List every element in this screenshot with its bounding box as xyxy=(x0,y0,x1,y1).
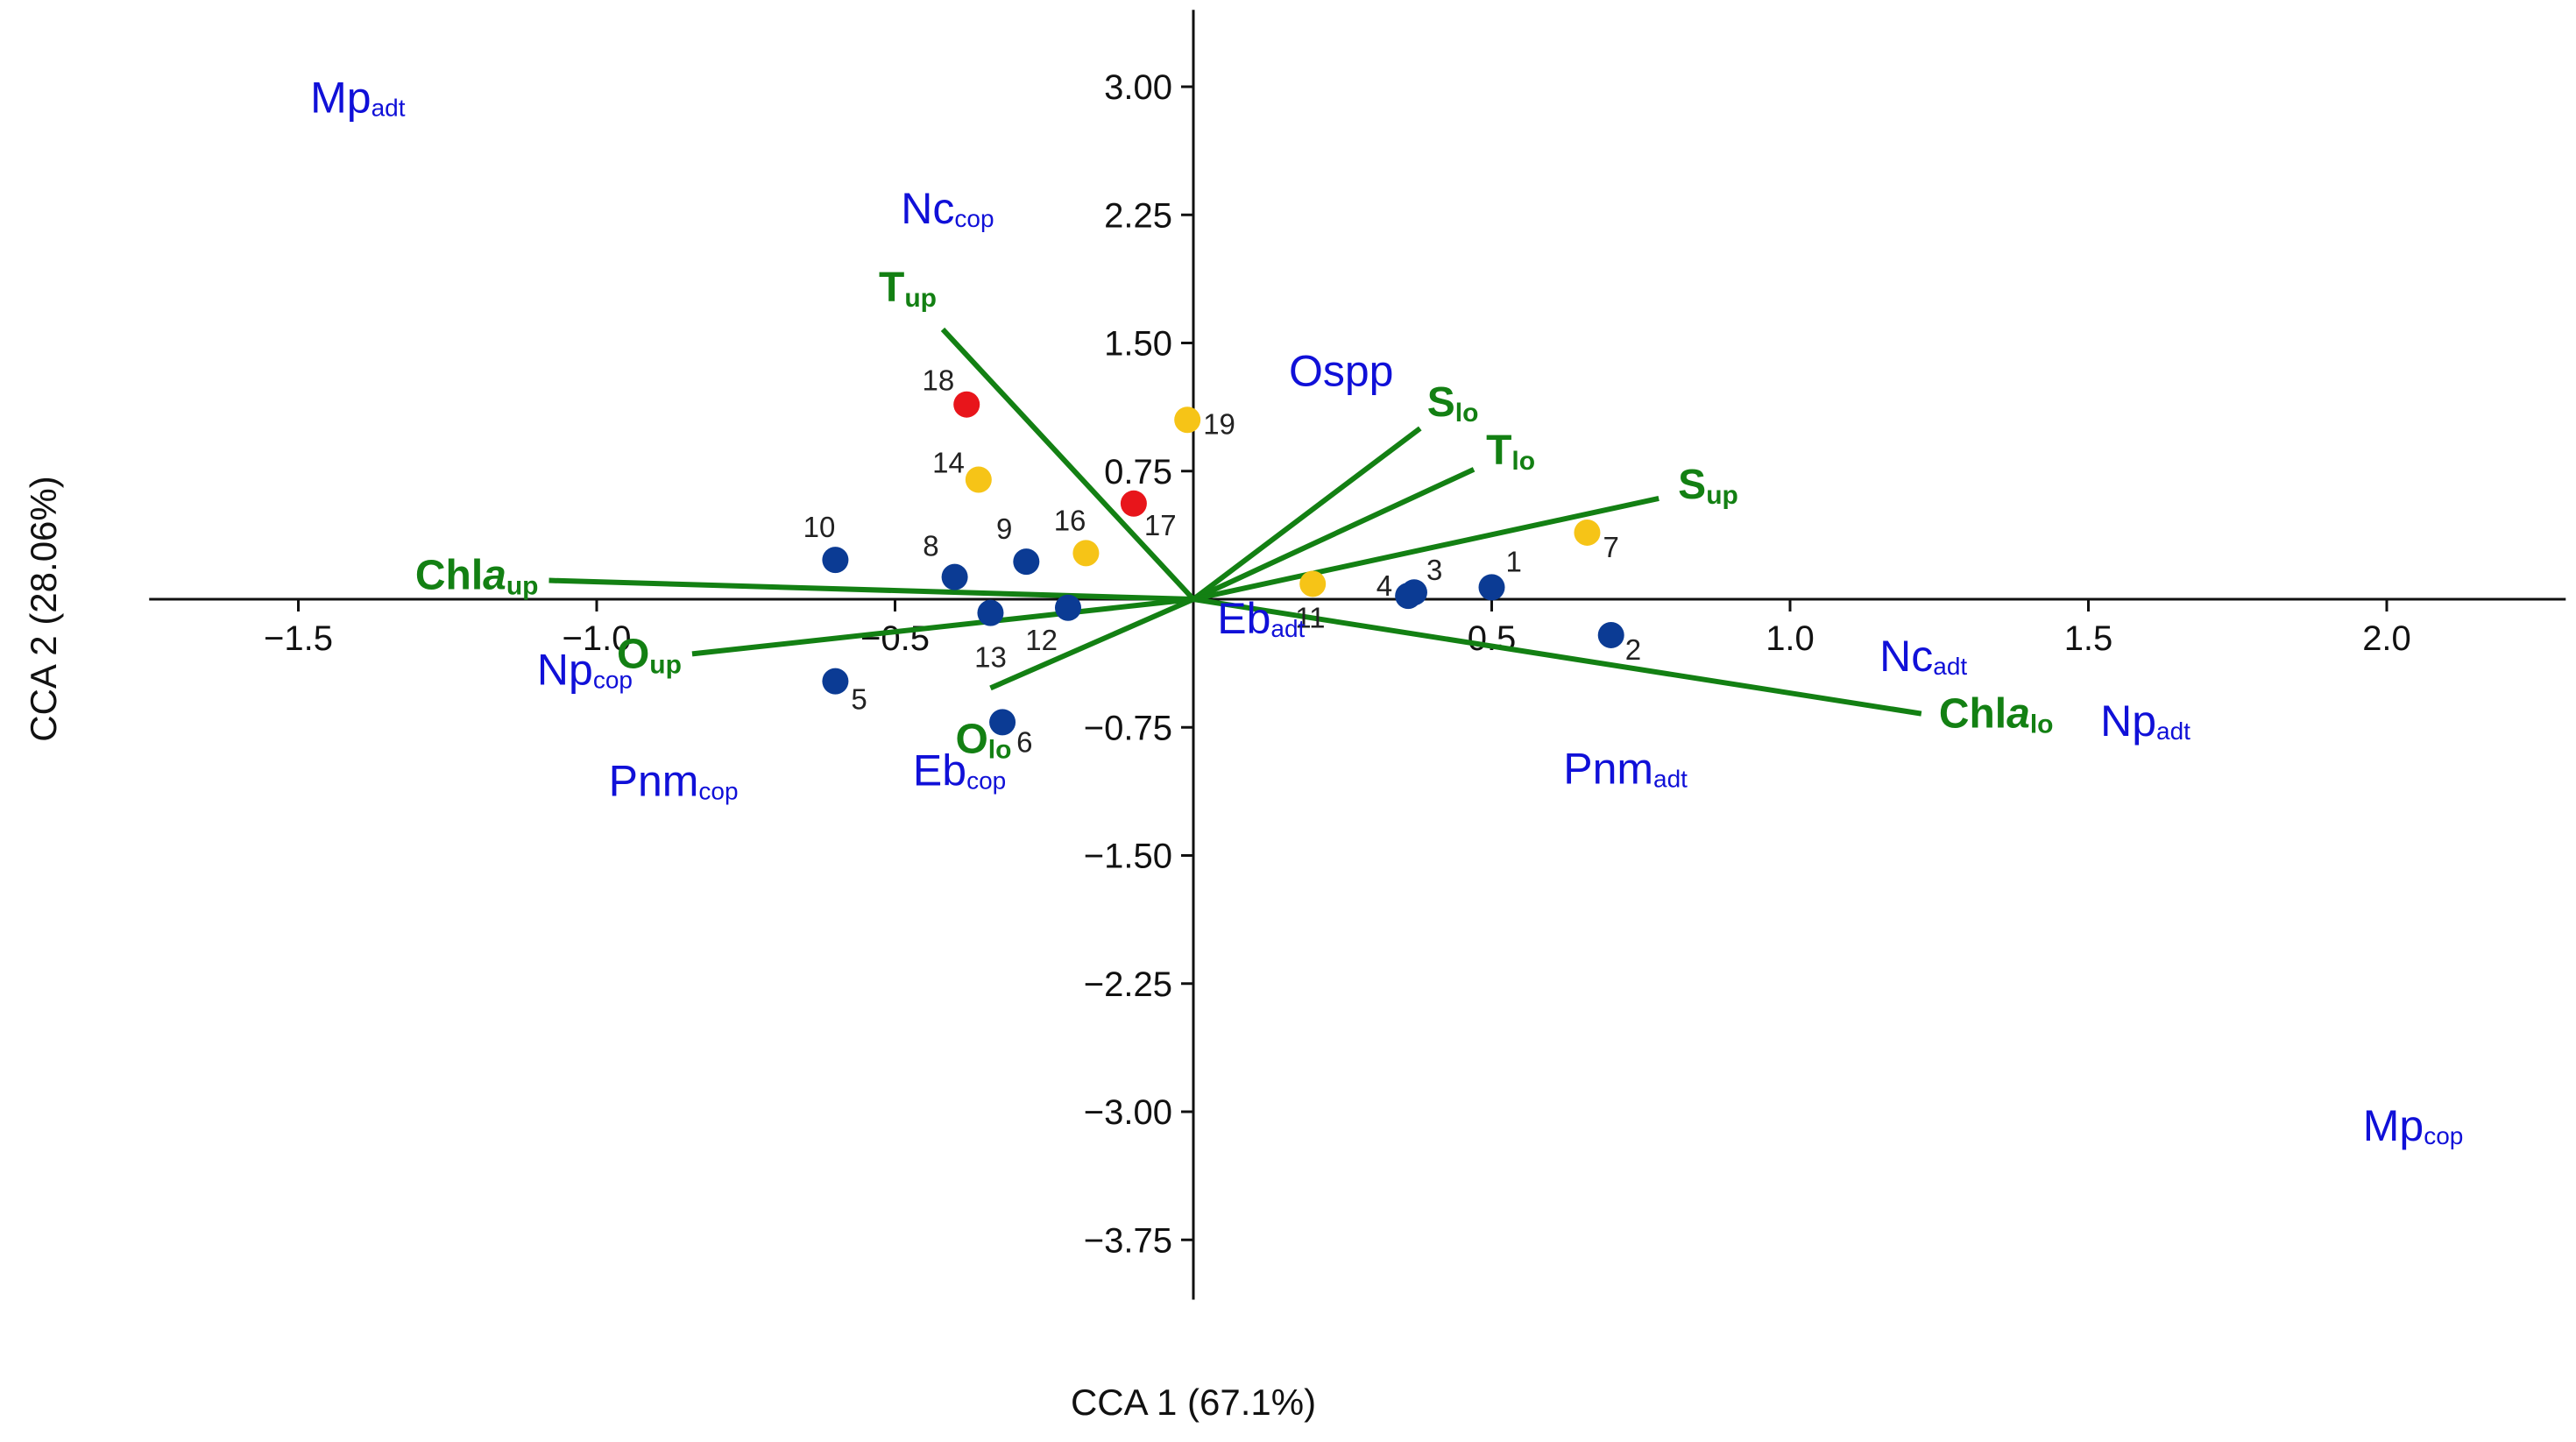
site-label-16: 16 xyxy=(1054,504,1086,536)
species-label-ebcop: Ebcop xyxy=(913,746,1006,795)
species-label-npcop: Npcop xyxy=(537,646,633,695)
species-label-ebadt: Ebadt xyxy=(1217,594,1305,643)
x-tick-label: 0.5 xyxy=(1468,619,1517,658)
site-point-19 xyxy=(1174,406,1201,434)
y-tick-label: −3.00 xyxy=(1084,1093,1172,1132)
env-vector-tlo xyxy=(1192,467,1476,602)
y-axis-title: CCA 2 (28.06%) xyxy=(23,476,64,741)
species-label-pnmadt: Pnmadt xyxy=(1563,745,1688,794)
env-vector-tup xyxy=(940,327,1196,602)
y-tick-label: −2.25 xyxy=(1084,965,1172,1004)
site-label-5: 5 xyxy=(851,683,867,716)
env-vector-slo xyxy=(1192,426,1422,602)
species-label-npadt: Npadt xyxy=(2100,696,2190,746)
x-axis-title: CCA 1 (67.1%) xyxy=(1071,1382,1316,1423)
x-tick-label: −0.5 xyxy=(860,619,930,658)
y-tick-label: 3.00 xyxy=(1104,68,1172,107)
axes: −1.5 −1.0 −0.5 0.5 1.0 1.5 2.0 3.00 2.25 1.50 0.75… xyxy=(149,10,2566,1300)
env-vector-olo xyxy=(989,597,1195,691)
site-point-4 xyxy=(1395,583,1422,610)
site-label-13: 13 xyxy=(974,641,1007,674)
env-label-oup: Oup xyxy=(617,631,682,679)
env-label-tlo: Tlo xyxy=(1486,428,1535,476)
site-label-11: 11 xyxy=(1295,601,1325,633)
site-label-6: 6 xyxy=(1016,725,1032,758)
site-label-9: 9 xyxy=(996,512,1012,545)
x-tick-label: 1.5 xyxy=(2064,619,2113,658)
site-point-1 xyxy=(1478,574,1505,601)
species-label-mpcop: Mpcop xyxy=(2363,1101,2464,1150)
env-label-tup: Tup xyxy=(879,265,937,313)
site-label-1: 1 xyxy=(1506,545,1522,577)
site-label-3: 3 xyxy=(1426,554,1442,586)
site-label-14: 14 xyxy=(932,447,965,479)
site-label-2: 2 xyxy=(1625,633,1641,666)
env-vector-sup xyxy=(1192,496,1660,602)
env-vector-chlaup xyxy=(548,577,1194,602)
site-point-7 xyxy=(1574,519,1601,546)
y-tick-label: −3.75 xyxy=(1084,1221,1172,1260)
site-point-16 xyxy=(1072,540,1100,567)
x-tick-label: 1.0 xyxy=(1766,619,1815,658)
site-label-4: 4 xyxy=(1376,569,1392,602)
site-label-10: 10 xyxy=(803,511,836,543)
y-tick-label: 1.50 xyxy=(1104,325,1172,364)
site-label-18: 18 xyxy=(923,364,955,397)
labels: TupSloTloSupChlaupOupOloChlalo1234567891… xyxy=(310,73,2463,1150)
site-point-11 xyxy=(1299,570,1327,597)
site-point-13 xyxy=(977,599,1004,626)
env-label-sup: Sup xyxy=(1678,462,1738,510)
site-point-9 xyxy=(1013,548,1040,576)
env-label-chlaup: Chlaup xyxy=(415,553,539,601)
env-label-chlalo: Chlalo xyxy=(1939,691,2054,739)
y-tick-label: −1.50 xyxy=(1084,838,1172,876)
species-label-ospp: Ospp xyxy=(1289,346,1394,395)
site-label-17: 17 xyxy=(1144,509,1177,541)
x-tick-label: −1.0 xyxy=(563,619,632,658)
y-tick-label: −0.75 xyxy=(1084,709,1172,747)
site-point-2 xyxy=(1597,621,1624,648)
species-label-ncadt: Ncadt xyxy=(1879,632,1967,681)
species-label-pnmcop: Pnmcop xyxy=(609,756,739,805)
site-points xyxy=(822,391,1624,736)
y-tick-label: 2.25 xyxy=(1104,196,1172,235)
x-tick-label: −1.5 xyxy=(264,619,333,658)
site-point-12 xyxy=(1054,594,1081,621)
env-vector-oup xyxy=(691,597,1194,657)
site-label-7: 7 xyxy=(1603,531,1618,563)
site-point-8 xyxy=(941,563,968,590)
env-label-slo: Slo xyxy=(1427,379,1479,428)
site-label-12: 12 xyxy=(1025,624,1058,656)
env-label-olo: Olo xyxy=(955,716,1011,764)
site-label-19: 19 xyxy=(1203,407,1235,440)
site-point-17 xyxy=(1120,490,1147,517)
site-point-18 xyxy=(953,391,980,418)
site-point-6 xyxy=(989,709,1016,736)
species-label-mpadt: Mpadt xyxy=(310,73,406,122)
y-tick-label: 0.75 xyxy=(1104,453,1172,491)
site-point-14 xyxy=(965,466,992,493)
env-vector-chlalo xyxy=(1192,597,1922,717)
x-tick-label: 2.0 xyxy=(2362,619,2411,658)
site-point-5 xyxy=(822,668,849,695)
site-point-10 xyxy=(822,547,849,574)
environment-vectors xyxy=(548,327,1922,717)
species-label-nccop: Nccop xyxy=(901,184,994,233)
site-label-8: 8 xyxy=(923,530,938,562)
